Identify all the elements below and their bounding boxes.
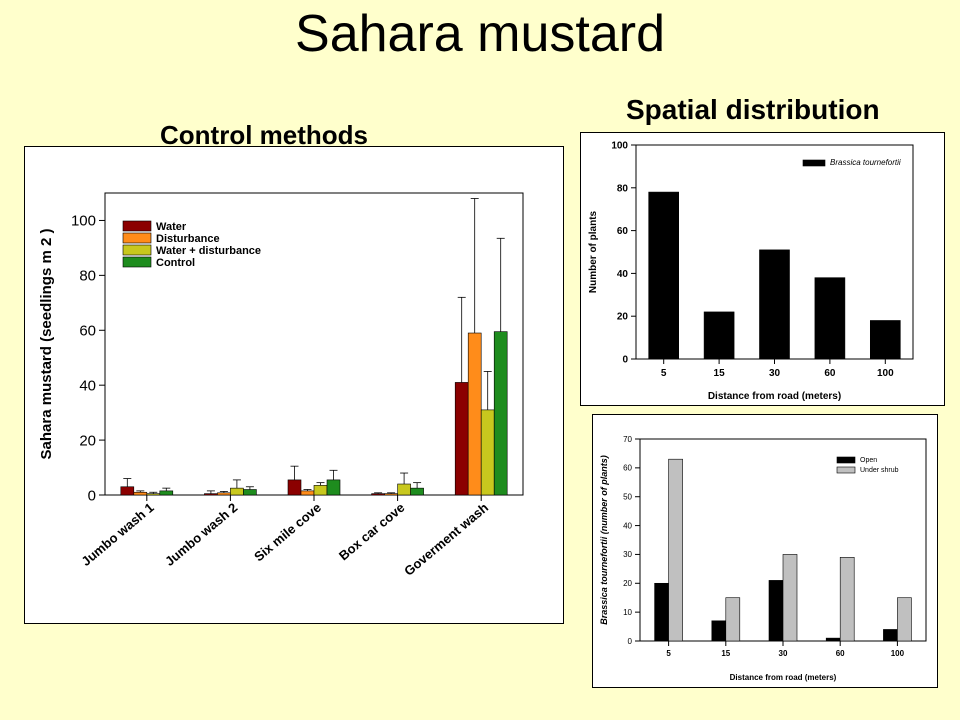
y-tick-label: 80: [617, 183, 629, 194]
category-label: 100: [877, 368, 894, 379]
category-label: 5: [661, 368, 667, 379]
category-label: 30: [779, 649, 788, 658]
bar: [133, 491, 148, 496]
category-label: Box car cove: [336, 500, 408, 564]
bar: [287, 479, 302, 496]
category-label: Goverment wash: [401, 500, 491, 579]
category-label: Jumbo wash 2: [162, 500, 240, 569]
category-label: 5: [666, 649, 671, 658]
bar: [410, 487, 424, 496]
y-axis-label: Brassica tournefortii (number of plants): [599, 455, 609, 625]
control-methods-chart: 0 20 40 60 80 100 Jumbo wash 1 Jumbo wash 2 Six …: [38, 192, 524, 579]
bar: [648, 191, 679, 360]
y-tick-label: 20: [623, 579, 632, 588]
category-label: 15: [721, 649, 730, 658]
y-tick-label: 70: [623, 435, 632, 444]
bar: [313, 485, 328, 496]
distance-from-road-chart: 0 20 40 60 80 100 5 15 30 60 100 Number of plants Di…: [588, 141, 914, 402]
y-tick-label: 0: [628, 637, 633, 646]
bar: [897, 597, 912, 642]
y-tick-label: 60: [79, 323, 96, 340]
category-label: 30: [769, 368, 781, 379]
open-vs-shrub-chart: 0 10 20 30 40 50 60 70 5 15 30 60 100 Brassica tourne…: [599, 435, 927, 682]
bar: [384, 493, 398, 496]
y-tick-label: 20: [79, 432, 96, 449]
bar: [668, 458, 683, 642]
y-tick-label: 60: [623, 464, 632, 473]
y-tick-label: 100: [71, 213, 96, 230]
y-tick-label: 50: [623, 493, 632, 502]
y-axis-label: Sahara mustard (seedlings m 2 ): [38, 229, 55, 460]
legend-swatch: [122, 244, 152, 256]
category-label: 15: [714, 368, 726, 379]
legend-swatch: [836, 466, 856, 474]
y-tick-label: 0: [88, 487, 96, 504]
legend-swatch: [836, 456, 856, 464]
bar: [230, 487, 244, 496]
legend-label: Disturbance: [156, 233, 220, 245]
bar: [397, 483, 411, 496]
bar: [839, 557, 855, 642]
y-tick-label: 40: [617, 269, 629, 280]
bar: [326, 479, 341, 496]
y-tick-label: 40: [623, 521, 632, 530]
legend-label: Water: [156, 221, 187, 233]
legend-swatch: [122, 220, 152, 232]
y-axis-label: Number of plants: [588, 210, 599, 293]
bar: [759, 249, 790, 360]
spatial-distribution-chart-panel: 0 20 40 60 80 100 5 15 30 60 100 Number of plants Di…: [580, 132, 945, 406]
bar: [725, 597, 741, 642]
y-tick-label: 10: [623, 608, 632, 617]
legend-label: Control: [156, 257, 195, 269]
bar: [814, 277, 846, 360]
legend-swatch: [122, 256, 152, 268]
bar: [217, 492, 231, 496]
bar: [159, 490, 174, 496]
bar: [654, 582, 669, 642]
bar: [243, 489, 257, 496]
bar: [146, 493, 161, 496]
y-tick-label: 30: [623, 550, 632, 559]
bar: [467, 332, 482, 496]
bar: [825, 637, 841, 642]
legend-swatch: [122, 232, 152, 244]
category-label: 100: [891, 649, 905, 658]
control-methods-heading: Control methods: [160, 120, 368, 150]
bar: [768, 580, 784, 642]
bar: [454, 382, 469, 496]
legend-label: Brassica tournefortii: [830, 158, 901, 167]
bar: [883, 629, 898, 642]
x-axis-label: Distance from road (meters): [708, 391, 841, 402]
category-label: Jumbo wash 1: [78, 500, 156, 569]
category-label: 60: [836, 649, 845, 658]
bar: [120, 486, 135, 496]
bar: [371, 493, 385, 496]
y-tick-label: 60: [617, 226, 629, 237]
legend-label: Under shrub: [860, 467, 899, 474]
control-methods-chart-panel: 0 20 40 60 80 100 Jumbo wash 1 Jumbo wash 2 Six …: [24, 146, 564, 624]
x-axis-label: Distance from road (meters): [730, 673, 837, 682]
bar: [480, 409, 495, 496]
category-label: 60: [824, 368, 836, 379]
bar: [703, 311, 735, 360]
open-vs-shrub-chart-panel: 0 10 20 30 40 50 60 70 5 15 30 60 100 Brassica tourne…: [592, 414, 938, 688]
y-tick-label: 80: [79, 268, 96, 285]
y-tick-label: 40: [79, 377, 96, 394]
bar: [300, 490, 315, 496]
y-tick-label: 100: [611, 141, 628, 152]
bar: [711, 620, 727, 642]
bar: [204, 493, 218, 496]
slide-title: Sahara mustard: [295, 5, 665, 63]
bar: [782, 554, 798, 642]
legend-swatch: [802, 159, 826, 167]
legend-label: Open: [860, 457, 877, 464]
category-label: Six mile cove: [251, 500, 324, 564]
spatial-distribution-heading: Spatial distribution: [626, 94, 880, 125]
legend-label: Water + disturbance: [156, 245, 261, 257]
bar: [493, 331, 508, 496]
bar: [869, 320, 901, 360]
y-tick-label: 0: [622, 355, 628, 366]
y-tick-label: 20: [617, 312, 629, 323]
